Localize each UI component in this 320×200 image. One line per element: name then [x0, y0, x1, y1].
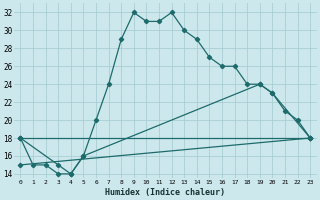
- X-axis label: Humidex (Indice chaleur): Humidex (Indice chaleur): [105, 188, 225, 197]
